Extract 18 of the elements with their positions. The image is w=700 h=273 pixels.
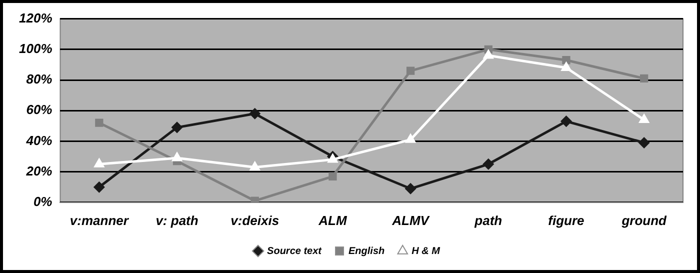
legend-label: English	[348, 246, 385, 257]
x-tick-label: ALMV	[391, 212, 430, 228]
y-tick-label: 100%	[19, 40, 53, 56]
y-tick-label: 20%	[25, 163, 53, 178]
x-tick-label: figure	[548, 212, 584, 228]
y-tick-label: 120%	[19, 10, 53, 26]
y-tick-label: 40%	[25, 132, 53, 148]
legend-label: H & M	[412, 246, 441, 257]
x-tick-label: ground	[620, 212, 668, 228]
x-tick-label: v:manner	[70, 212, 130, 228]
x-tick-label: v: path	[156, 212, 198, 228]
y-tick-label: 60%	[26, 102, 53, 118]
y-tick-label: 0%	[33, 194, 53, 209]
y-tick-label: 80%	[26, 72, 53, 87]
x-tick-label: path	[474, 212, 502, 228]
x-tick-label: v:deixis	[230, 212, 280, 228]
x-tick-label: ALM	[318, 212, 348, 228]
legend-label: Source text	[267, 246, 322, 257]
